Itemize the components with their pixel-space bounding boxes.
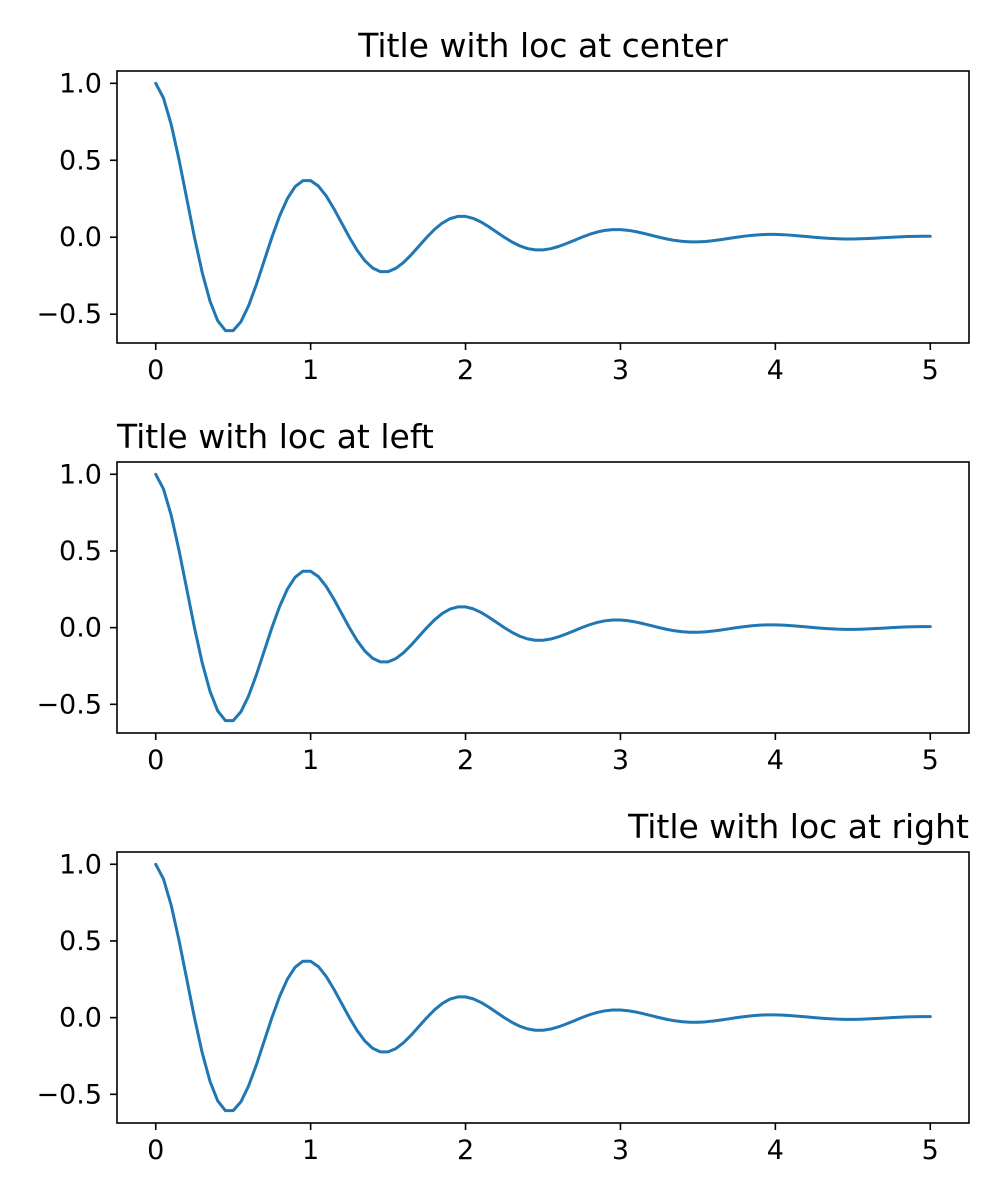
- subplot-3-title: Title with loc at right: [627, 807, 969, 846]
- subplot-1-title: Title with loc at center: [357, 26, 728, 65]
- x-tick-label: 4: [767, 1135, 784, 1166]
- subplot-2-title: Title with loc at left: [116, 417, 434, 456]
- axes-spines: [116, 461, 970, 734]
- y-tick-label: 0.5: [59, 145, 102, 176]
- data-line: [154, 472, 932, 723]
- y-tick-label: −0.5: [36, 1079, 102, 1110]
- y-tick-label: 1.0: [59, 459, 102, 490]
- x-tick-label: 3: [612, 355, 629, 386]
- x-tick-label: 0: [147, 1135, 164, 1166]
- x-tick-label: 3: [612, 1135, 629, 1166]
- axes-spines: [116, 70, 970, 344]
- x-tick-label: 5: [922, 1135, 939, 1166]
- x-tick-label: 1: [302, 1135, 319, 1166]
- x-tick-label: 3: [612, 745, 629, 776]
- x-tick-label: 4: [767, 745, 784, 776]
- data-line: [154, 862, 932, 1113]
- y-tick-label: 1.0: [59, 68, 102, 99]
- y-tick-label: 0.5: [59, 536, 102, 567]
- x-tick-label: 5: [922, 745, 939, 776]
- x-tick-label: 2: [457, 355, 474, 386]
- y-tick-label: 0.5: [59, 926, 102, 957]
- x-tick-label: 4: [767, 355, 784, 386]
- y-tick-label: −0.5: [36, 689, 102, 720]
- x-tick-label: 5: [922, 355, 939, 386]
- subplot-1-axes: 0 1 2 3 4 5 −0.5 0.0 0.5 1.0: [36, 68, 970, 386]
- x-tick-label: 2: [457, 1135, 474, 1166]
- y-tick-label: −0.5: [36, 299, 102, 330]
- x-tick-label: 1: [302, 745, 319, 776]
- y-tick-label: 0.0: [59, 613, 102, 644]
- y-tick-label: 0.0: [59, 222, 102, 253]
- x-tick-label: 1: [302, 355, 319, 386]
- x-tick-label: 2: [457, 745, 474, 776]
- y-tick-label: 0.0: [59, 1003, 102, 1034]
- subplot-2-axes: 0 1 2 3 4 5 −0.5 0.0 0.5 1.0: [36, 459, 970, 776]
- subplot-3-axes: 0 1 2 3 4 5 −0.5 0.0 0.5 1.0: [36, 849, 970, 1166]
- x-tick-label: 0: [147, 355, 164, 386]
- axes-spines: [116, 851, 970, 1124]
- data-line: [154, 81, 932, 333]
- x-tick-label: 0: [147, 745, 164, 776]
- y-tick-label: 1.0: [59, 849, 102, 880]
